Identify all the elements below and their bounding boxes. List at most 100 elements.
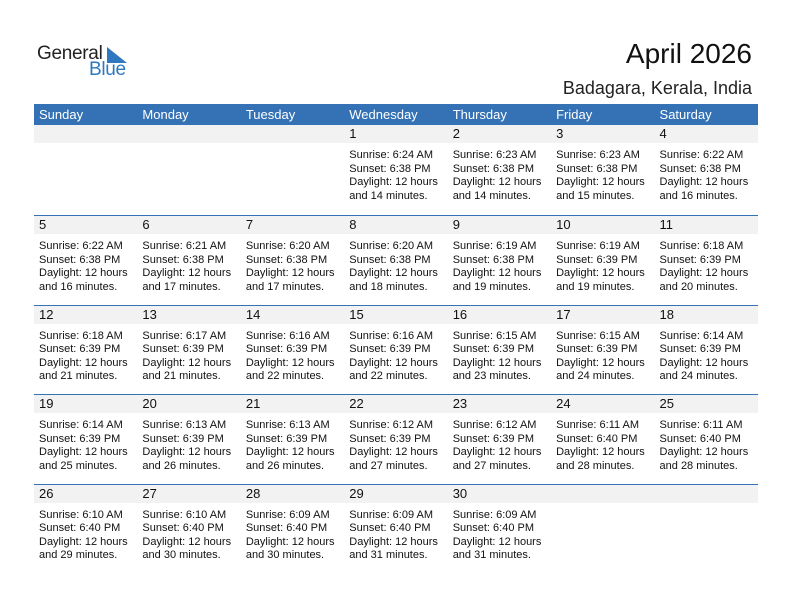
calendar-grid: 1 Sunrise: 6:24 AM Sunset: 6:38 PM Daylight…	[34, 125, 758, 573]
sunset-text: Sunset: 6:39 PM	[349, 343, 431, 355]
daylight-minutes-text: and 31 minutes.	[349, 549, 428, 561]
daylight-text: Daylight: 12 hours	[556, 446, 645, 458]
weekday-sunday: Sunday	[39, 107, 84, 122]
daylight-minutes-text: and 28 minutes.	[659, 459, 738, 472]
date-band	[34, 395, 758, 413]
daylight-text: Daylight: 12 hours	[349, 535, 438, 548]
daylight-minutes-text: and 22 minutes.	[349, 370, 428, 382]
sunrise-text: Sunrise: 6:15 AM	[556, 329, 640, 342]
daylight-minutes-text: and 28 minutes.	[556, 459, 635, 472]
day-number: 2	[452, 126, 460, 141]
day-number: 15	[349, 306, 364, 322]
daylight-minutes-text: and 14 minutes.	[452, 189, 531, 202]
day-number: 23	[452, 396, 468, 411]
sunrise-text: Sunrise: 6:24 AM	[349, 149, 434, 161]
day-number: 21	[245, 396, 261, 411]
sunrise-text: Sunrise: 6:21 AM	[142, 240, 227, 252]
sunrise-text: Sunrise: 6:16 AM	[349, 329, 434, 342]
day-number: 29	[349, 485, 364, 501]
sunset-text: Sunset: 6:40 PM	[452, 522, 535, 534]
sunset-text: Sunset: 6:39 PM	[245, 432, 328, 445]
day-number: 22	[349, 396, 364, 411]
day-cell: 22 Sunrise: 6:12 AM Sunset: 6:39 PM Dayligh…	[344, 395, 447, 484]
daylight-text: Daylight: 12 hours	[659, 176, 749, 188]
sunset-text: Sunset: 6:40 PM	[349, 522, 431, 534]
sunrise-text: Sunrise: 6:18 AM	[39, 329, 123, 342]
sunset-text: Sunset: 6:40 PM	[142, 522, 224, 534]
day-number: 3	[556, 126, 564, 141]
sunrise-text: Sunrise: 6:14 AM	[659, 329, 744, 342]
daylight-text: Daylight: 12 hours	[452, 356, 542, 369]
sunrise-text: Sunrise: 6:17 AM	[142, 329, 227, 342]
daylight-text: Daylight: 12 hours	[245, 356, 335, 369]
date-band	[34, 216, 758, 234]
day-cell: 13 Sunrise: 6:17 AM Sunset: 6:39 PM Dayligh…	[137, 306, 240, 395]
sunrise-text: Sunrise: 6:09 AM	[245, 508, 330, 521]
sunrise-text: Sunrise: 6:22 AM	[39, 240, 123, 252]
day-number: 28	[245, 485, 261, 501]
sunset-text: Sunset: 6:40 PM	[659, 432, 741, 445]
daylight-text: Daylight: 12 hours	[142, 535, 232, 548]
day-cell: 19 Sunrise: 6:14 AM Sunset: 6:39 PM Dayligh…	[34, 395, 137, 484]
daylight-minutes-text: and 20 minutes.	[659, 280, 738, 293]
sunset-text: Sunset: 6:40 PM	[556, 432, 638, 445]
day-number: 14	[245, 306, 261, 322]
sunrise-text: Sunrise: 6:13 AM	[142, 419, 227, 431]
daylight-text: Daylight: 12 hours	[452, 446, 542, 458]
week-row: 26 Sunrise: 6:10 AM Sunset: 6:40 PM Dayligh…	[34, 483, 758, 574]
sunrise-text: Sunrise: 6:23 AM	[452, 149, 537, 161]
sunset-text: Sunset: 6:38 PM	[452, 162, 535, 175]
daylight-text: Daylight: 12 hours	[349, 356, 438, 369]
daylight-text: Daylight: 12 hours	[245, 446, 335, 458]
daylight-minutes-text: and 30 minutes.	[142, 549, 221, 561]
day-number: 5	[39, 217, 47, 232]
day-number: 13	[142, 306, 157, 322]
day-cell: 12 Sunrise: 6:18 AM Sunset: 6:39 PM Dayligh…	[34, 306, 137, 395]
weekday-wednesday: Wednesday	[349, 107, 418, 122]
day-cell	[137, 125, 240, 215]
sunset-text: Sunset: 6:40 PM	[245, 522, 328, 534]
sunrise-text: Sunrise: 6:10 AM	[39, 508, 123, 521]
date-band	[34, 125, 758, 143]
daylight-text: Daylight: 12 hours	[452, 176, 542, 188]
daylight-minutes-text: and 24 minutes.	[556, 370, 635, 382]
day-number: 6	[142, 217, 150, 232]
daylight-minutes-text: and 18 minutes.	[349, 280, 428, 293]
day-number: 8	[349, 217, 357, 232]
sunset-text: Sunset: 6:39 PM	[349, 432, 431, 445]
day-cell: 23 Sunrise: 6:12 AM Sunset: 6:39 PM Dayligh…	[448, 395, 551, 484]
day-cell: 15 Sunrise: 6:16 AM Sunset: 6:39 PM Dayligh…	[344, 306, 447, 395]
daylight-text: Daylight: 12 hours	[245, 535, 335, 548]
sunrise-text: Sunrise: 6:22 AM	[659, 149, 744, 161]
sunset-text: Sunset: 6:39 PM	[39, 343, 121, 355]
day-cell	[34, 125, 137, 215]
logo-triangle-icon	[107, 47, 127, 63]
daylight-minutes-text: and 27 minutes.	[349, 459, 428, 472]
day-number: 27	[142, 485, 157, 501]
sunset-text: Sunset: 6:39 PM	[659, 253, 741, 266]
daylight-minutes-text: and 17 minutes.	[142, 280, 221, 293]
weekday-friday: Friday	[556, 107, 593, 122]
day-number: 12	[39, 306, 54, 322]
sunrise-text: Sunrise: 6:10 AM	[142, 508, 227, 521]
day-cell: 1 Sunrise: 6:24 AM Sunset: 6:38 PM Daylight…	[344, 125, 447, 215]
day-number: 9	[452, 217, 460, 232]
daylight-text: Daylight: 12 hours	[245, 267, 335, 279]
day-number: 11	[659, 217, 674, 232]
sunrise-text: Sunrise: 6:11 AM	[556, 419, 640, 431]
day-cell: 26 Sunrise: 6:10 AM Sunset: 6:40 PM Dayligh…	[34, 485, 137, 574]
sunset-text: Sunset: 6:39 PM	[245, 343, 328, 355]
sunset-text: Sunset: 6:39 PM	[452, 432, 535, 445]
logo-word-general: General	[37, 43, 103, 64]
day-number: 24	[556, 396, 571, 411]
day-number: 1	[349, 126, 357, 141]
daylight-minutes-text: and 21 minutes.	[142, 370, 221, 382]
daylight-text: Daylight: 12 hours	[556, 267, 645, 279]
sunrise-text: Sunrise: 6:12 AM	[452, 419, 537, 431]
sunrise-text: Sunrise: 6:15 AM	[452, 329, 537, 342]
day-cell: 21 Sunrise: 6:13 AM Sunset: 6:39 PM Dayligh…	[241, 395, 344, 484]
day-cell: 14 Sunrise: 6:16 AM Sunset: 6:39 PM Dayligh…	[241, 306, 344, 395]
sunset-text: Sunset: 6:38 PM	[659, 162, 741, 175]
daylight-text: Daylight: 12 hours	[556, 176, 645, 188]
